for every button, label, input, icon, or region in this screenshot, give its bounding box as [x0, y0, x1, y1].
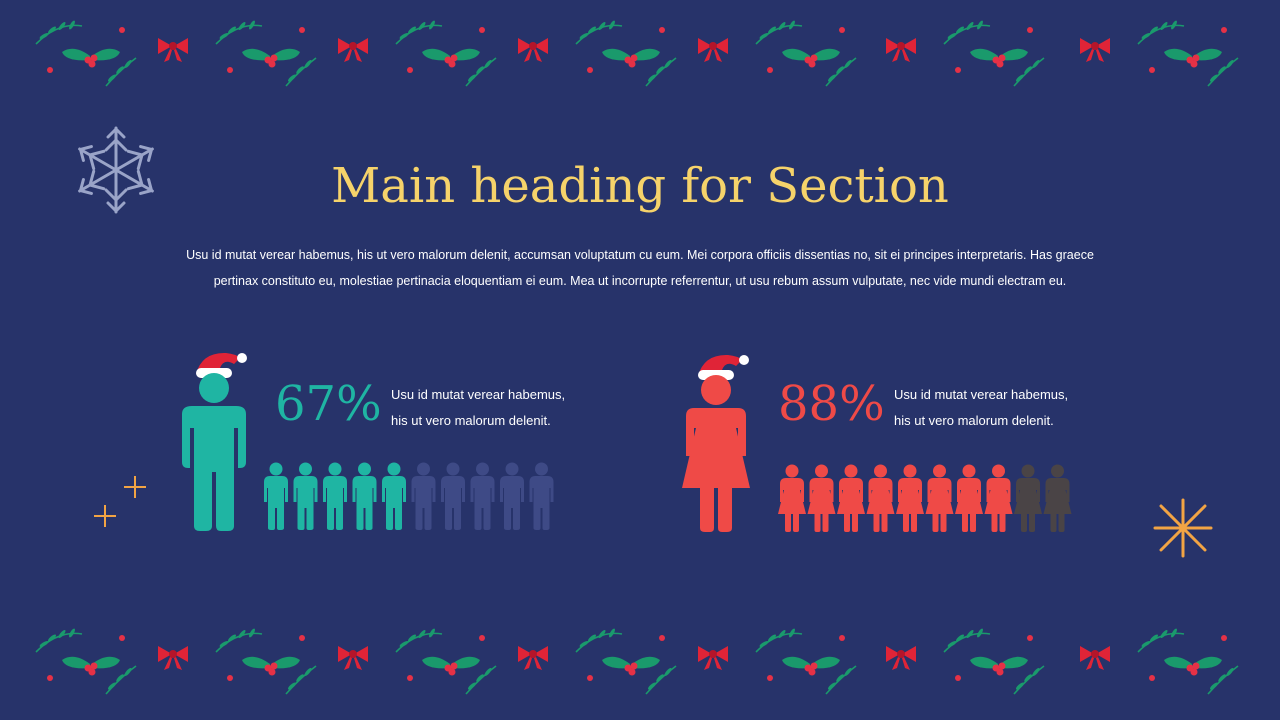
person-icon	[529, 462, 554, 530]
holly-icon	[215, 20, 317, 87]
bow-icon	[698, 38, 728, 62]
person-icon	[470, 462, 495, 530]
intro-line: pertinax constituto eu, molestiae pertin…	[213, 274, 1067, 288]
sparkle-icon	[94, 505, 116, 527]
person-icon	[837, 464, 865, 532]
stat-description-line: Usu id mutat verear habemus,	[894, 387, 1069, 402]
person-icon	[500, 462, 524, 530]
holly-icon	[755, 20, 857, 87]
bow-icon	[518, 38, 548, 62]
stat-percent: 88%	[778, 376, 885, 432]
person-icon	[807, 464, 836, 532]
person-icon	[352, 462, 377, 530]
stat-percent: 67%	[275, 376, 382, 432]
holly-border-top	[35, 20, 1239, 87]
stat-description: Usu id mutat verear habemus, his ut vero…	[391, 382, 591, 434]
bow-icon	[698, 646, 728, 670]
intro-line: Usu id mutat verear habemus, his ut vero…	[186, 248, 1094, 262]
santa-male-figure	[182, 352, 247, 531]
male-icon-array	[264, 462, 554, 530]
stat-description: Usu id mutat verear habemus, his ut vero…	[894, 382, 1094, 434]
holly-icon	[575, 628, 677, 695]
bow-icon	[518, 646, 548, 670]
holly-icon	[35, 20, 137, 87]
bow-icon	[158, 646, 188, 670]
snowflake-icon	[73, 126, 159, 214]
holly-icon	[575, 20, 677, 87]
person-icon	[293, 462, 318, 530]
person-icon	[866, 464, 895, 532]
person-icon	[1014, 464, 1042, 532]
sparkle-star-icon	[1153, 498, 1213, 558]
person-icon	[323, 462, 347, 530]
stat-description-line: his ut vero malorum delenit.	[391, 413, 551, 428]
intro-paragraph: Usu id mutat verear habemus, his ut vero…	[120, 242, 1160, 294]
person-icon	[441, 462, 465, 530]
page-title: Main heading for Section	[331, 158, 949, 214]
bow-icon	[1080, 38, 1110, 62]
santa-hat-icon	[196, 352, 247, 378]
person-icon	[264, 462, 288, 530]
holly-icon	[215, 628, 317, 695]
person-icon	[984, 464, 1013, 532]
holly-icon	[943, 628, 1045, 695]
female-icon-array	[778, 464, 1072, 532]
bow-icon	[1080, 646, 1110, 670]
person-icon	[778, 464, 806, 532]
holly-icon	[1137, 20, 1239, 87]
santa-hat-icon	[698, 354, 749, 380]
santa-female-figure	[682, 354, 750, 532]
holly-icon	[943, 20, 1045, 87]
person-icon	[382, 462, 406, 530]
holly-icon	[395, 20, 497, 87]
person-icon	[411, 462, 436, 530]
sparkle-icon	[124, 476, 146, 498]
person-icon	[896, 464, 924, 532]
person-icon	[1043, 464, 1072, 532]
bow-icon	[338, 38, 368, 62]
bow-icon	[338, 646, 368, 670]
holly-icon	[395, 628, 497, 695]
stat-description-line: Usu id mutat verear habemus,	[391, 387, 566, 402]
person-icon	[955, 464, 983, 532]
person-icon	[925, 464, 954, 532]
bow-icon	[158, 38, 188, 62]
bow-icon	[886, 646, 916, 670]
bow-icon	[886, 38, 916, 62]
holly-icon	[1137, 628, 1239, 695]
holly-icon	[35, 628, 137, 695]
holly-border-bottom	[35, 628, 1239, 695]
stat-description-line: his ut vero malorum delenit.	[894, 413, 1054, 428]
holly-icon	[755, 628, 857, 695]
